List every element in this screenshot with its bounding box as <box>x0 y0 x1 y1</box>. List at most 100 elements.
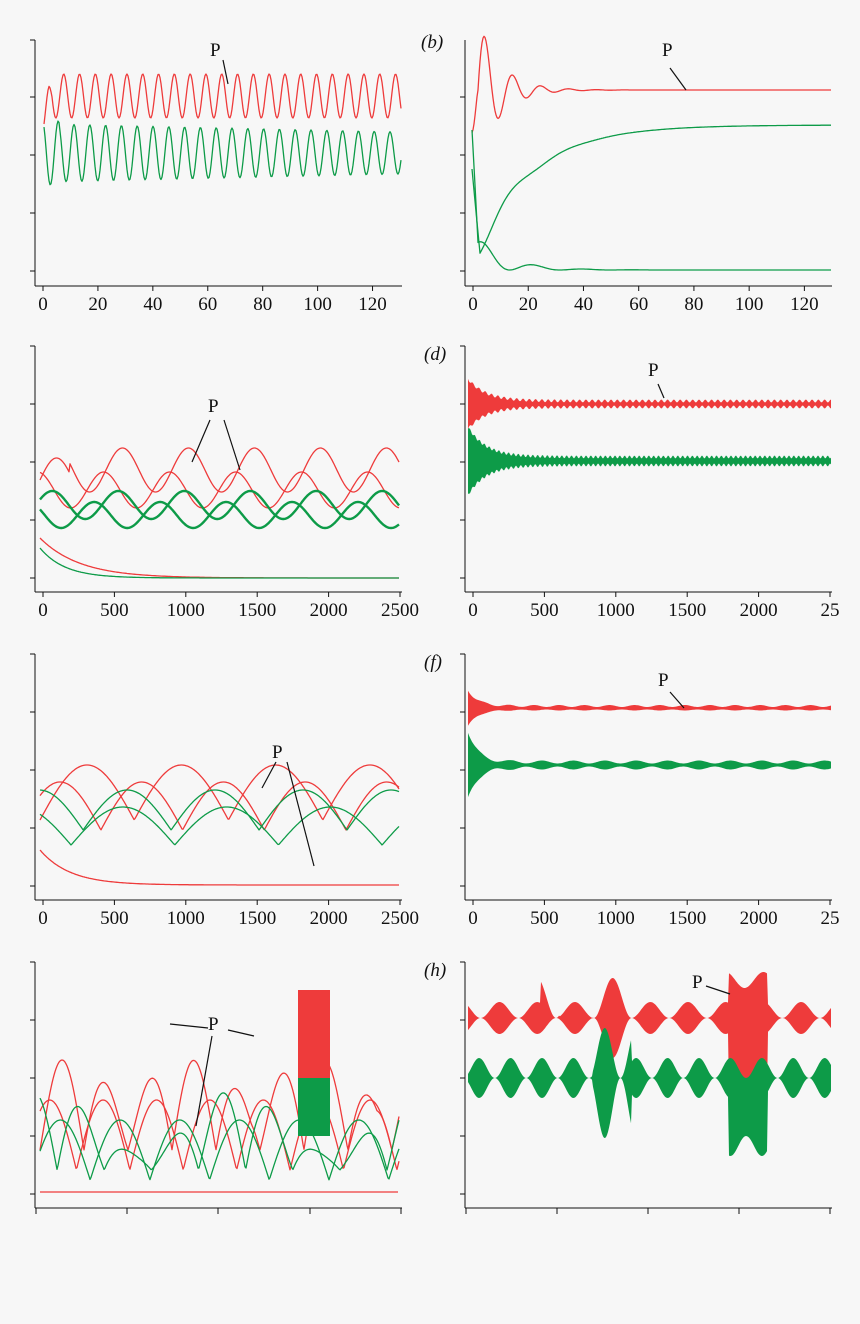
x-tick-label: 25 <box>821 908 840 929</box>
series-prey-band <box>468 378 831 430</box>
annotation-label: P <box>648 360 659 381</box>
annotation-label: P <box>692 972 703 993</box>
panel-f: 0 500 1000 1500 2000 25 (f) P <box>424 652 840 929</box>
panel-tag: (f) <box>424 652 442 673</box>
annotation-pointer <box>195 1035 213 1127</box>
x-tick-label: 100 <box>303 294 332 315</box>
panel-d: 0 500 1000 1500 2000 25 (d) P <box>424 344 840 621</box>
x-ticks: 0 500 1000 1500 2000 25 <box>468 900 840 929</box>
series-extinct <box>39 849 399 886</box>
annotation-pointer <box>261 761 277 789</box>
series-predator <box>39 500 400 530</box>
series-extinct <box>39 547 399 579</box>
series-prey <box>39 1099 400 1171</box>
series-predator <box>39 806 400 846</box>
series-predator-band <box>468 1028 831 1156</box>
annotation-pointer <box>227 1029 255 1037</box>
y-ticks <box>30 345 35 579</box>
panel-e: 0 500 1000 1500 2000 2500 P <box>30 653 419 929</box>
x-tick-label: 0 <box>38 600 48 621</box>
series-prey <box>471 35 831 133</box>
x-tick-label: 80 <box>253 294 272 315</box>
traces <box>39 990 400 1193</box>
x-tick-label: 2000 <box>740 600 778 621</box>
x-tick-label: 0 <box>38 294 48 315</box>
annotation-label: P <box>272 742 283 763</box>
series-predator <box>39 1119 400 1181</box>
series-predator-burst <box>298 1078 330 1136</box>
series-prey-band <box>468 690 831 726</box>
annotation-pointer <box>657 383 665 399</box>
x-ticks <box>35 1208 402 1214</box>
series-prey <box>43 73 402 125</box>
series-predator <box>39 1092 400 1171</box>
series-predator <box>471 124 831 254</box>
series-predator-band <box>468 732 831 798</box>
panel-b: 0 20 40 60 80 100 120 (b) P <box>421 32 832 315</box>
annotation-label: P <box>208 1014 219 1035</box>
panel-tag: (h) <box>424 960 446 981</box>
x-tick-label: 20 <box>88 294 107 315</box>
annotation-pointer <box>191 419 211 463</box>
y-ticks <box>30 39 35 272</box>
x-tick-label: 2000 <box>310 908 348 929</box>
series-prey <box>39 781 400 831</box>
series-predator-band <box>468 428 831 494</box>
annotation-label: P <box>208 396 219 417</box>
x-tick-label: 2500 <box>381 908 419 929</box>
panel-a: 0 20 40 60 80 100 120 P <box>30 39 402 315</box>
panel-tag: (d) <box>424 344 446 365</box>
x-tick-label: 100 <box>735 294 764 315</box>
series-other-predators <box>471 129 831 271</box>
traces <box>39 447 400 579</box>
y-ticks <box>460 96 465 272</box>
y-ticks <box>30 653 35 887</box>
x-tick-label: 1500 <box>238 600 276 621</box>
y-ticks <box>460 961 465 1195</box>
y-ticks <box>30 961 35 1195</box>
x-tick-label: 2000 <box>740 908 778 929</box>
x-ticks: 0 500 1000 1500 2000 2500 <box>38 900 419 929</box>
x-ticks <box>465 1208 831 1214</box>
x-tick-label: 1500 <box>668 908 706 929</box>
x-tick-label: 80 <box>684 294 703 315</box>
x-tick-label: 500 <box>100 908 129 929</box>
x-ticks: 0 500 1000 1500 2000 2500 <box>38 592 419 621</box>
series-extinct <box>39 537 399 579</box>
x-tick-label: 60 <box>198 294 217 315</box>
x-tick-label: 1000 <box>167 600 205 621</box>
x-tick-label: 120 <box>358 294 387 315</box>
x-tick-label: 0 <box>38 908 48 929</box>
x-tick-label: 500 <box>530 908 559 929</box>
annotation-label: P <box>662 40 673 61</box>
series-prey <box>39 471 400 509</box>
series-prey <box>39 447 400 493</box>
panel-h: (h) P <box>424 960 832 1214</box>
series-predator <box>39 489 400 521</box>
x-tick-label: 1000 <box>597 600 635 621</box>
x-tick-label: 1000 <box>167 908 205 929</box>
x-tick-label: 500 <box>100 600 129 621</box>
x-tick-label: 0 <box>468 600 478 621</box>
panel-tag: (b) <box>421 32 443 53</box>
panel-g: P <box>30 961 402 1214</box>
annotation-pointer <box>669 67 687 91</box>
y-ticks <box>460 653 465 887</box>
annotation-pointer <box>222 59 229 85</box>
panel-c: 0 500 1000 1500 2000 2500 P <box>30 345 419 621</box>
x-tick-label: 500 <box>530 600 559 621</box>
series-predator <box>43 120 402 186</box>
x-tick-label: 25 <box>821 600 840 621</box>
x-tick-label: 2500 <box>381 600 419 621</box>
traces <box>39 764 400 886</box>
series-prey <box>39 764 400 821</box>
series-prey-band <box>468 972 831 1094</box>
x-tick-label: 1500 <box>238 908 276 929</box>
series-predator <box>39 789 400 831</box>
x-tick-label: 120 <box>790 294 819 315</box>
x-ticks: 0 20 40 60 80 100 120 <box>38 286 387 315</box>
x-ticks: 0 20 40 60 80 100 120 <box>468 286 819 315</box>
x-tick-label: 40 <box>574 294 593 315</box>
x-tick-label: 1500 <box>668 600 706 621</box>
